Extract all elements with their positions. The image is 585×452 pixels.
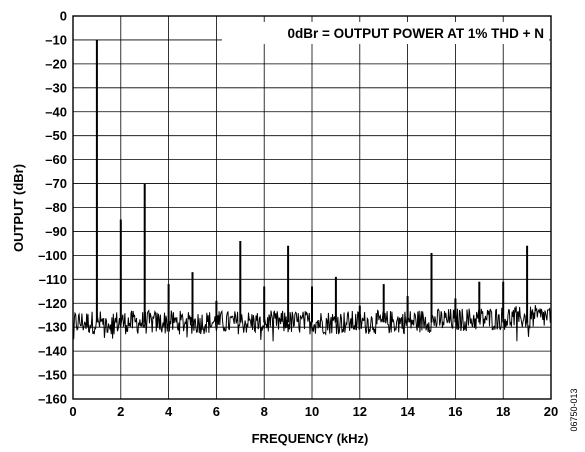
x-tick-label: 14 (400, 404, 415, 419)
y-tick-label: –30 (45, 80, 67, 95)
y-tick-label: –150 (38, 368, 67, 383)
x-tick-label: 16 (448, 404, 462, 419)
x-tick-label: 4 (165, 404, 173, 419)
x-axis-title: FREQUENCY (kHz) (252, 431, 369, 446)
y-tick-label: –40 (45, 104, 67, 119)
y-tick-labels: 0 –10 –20 –30 –40 –50 –60 –70 –80 –90 –100 –110 –120… (38, 9, 67, 407)
annotation-text: 0dBr = OUTPUT POWER AT 1% THD + N (287, 26, 544, 41)
y-tick-label: –120 (38, 296, 67, 311)
annotation-background (222, 22, 549, 44)
y-tick-label: –10 (45, 32, 67, 47)
y-tick-label: –160 (38, 392, 67, 407)
figure-id: 06750-013 (569, 388, 579, 431)
x-tick-label: 2 (117, 404, 124, 419)
y-tick-label: –130 (38, 320, 67, 335)
harmonic-peaks (95, 39, 529, 323)
x-tick-label: 20 (544, 404, 558, 419)
x-tick-label: 10 (305, 404, 319, 419)
y-tick-label: –140 (38, 344, 67, 359)
x-tick-label: 8 (261, 404, 268, 419)
y-tick-label: –110 (39, 272, 67, 287)
y-tick-label: –90 (45, 224, 67, 239)
x-tick-label: 6 (213, 404, 220, 419)
y-tick-label: –100 (38, 248, 67, 263)
y-tick-label: –70 (45, 176, 67, 191)
x-tick-label: 12 (353, 404, 367, 419)
y-tick-label: –20 (45, 56, 67, 71)
noise-floor-trace (72, 305, 552, 342)
y-tick-label: –80 (45, 200, 67, 215)
y-axis-title: OUTPUT (dBr) (11, 164, 26, 252)
x-tick-labels: 0 2 4 6 8 10 12 14 16 18 20 (69, 404, 558, 419)
plot-frame (72, 15, 552, 400)
x-tick-label: 18 (496, 404, 510, 419)
x-tick-label: 0 (69, 404, 76, 419)
y-tick-label: –50 (45, 128, 67, 143)
y-tick-label: –60 (45, 152, 67, 167)
y-tick-label: 0 (60, 9, 67, 24)
spectrum-trace (72, 305, 552, 342)
